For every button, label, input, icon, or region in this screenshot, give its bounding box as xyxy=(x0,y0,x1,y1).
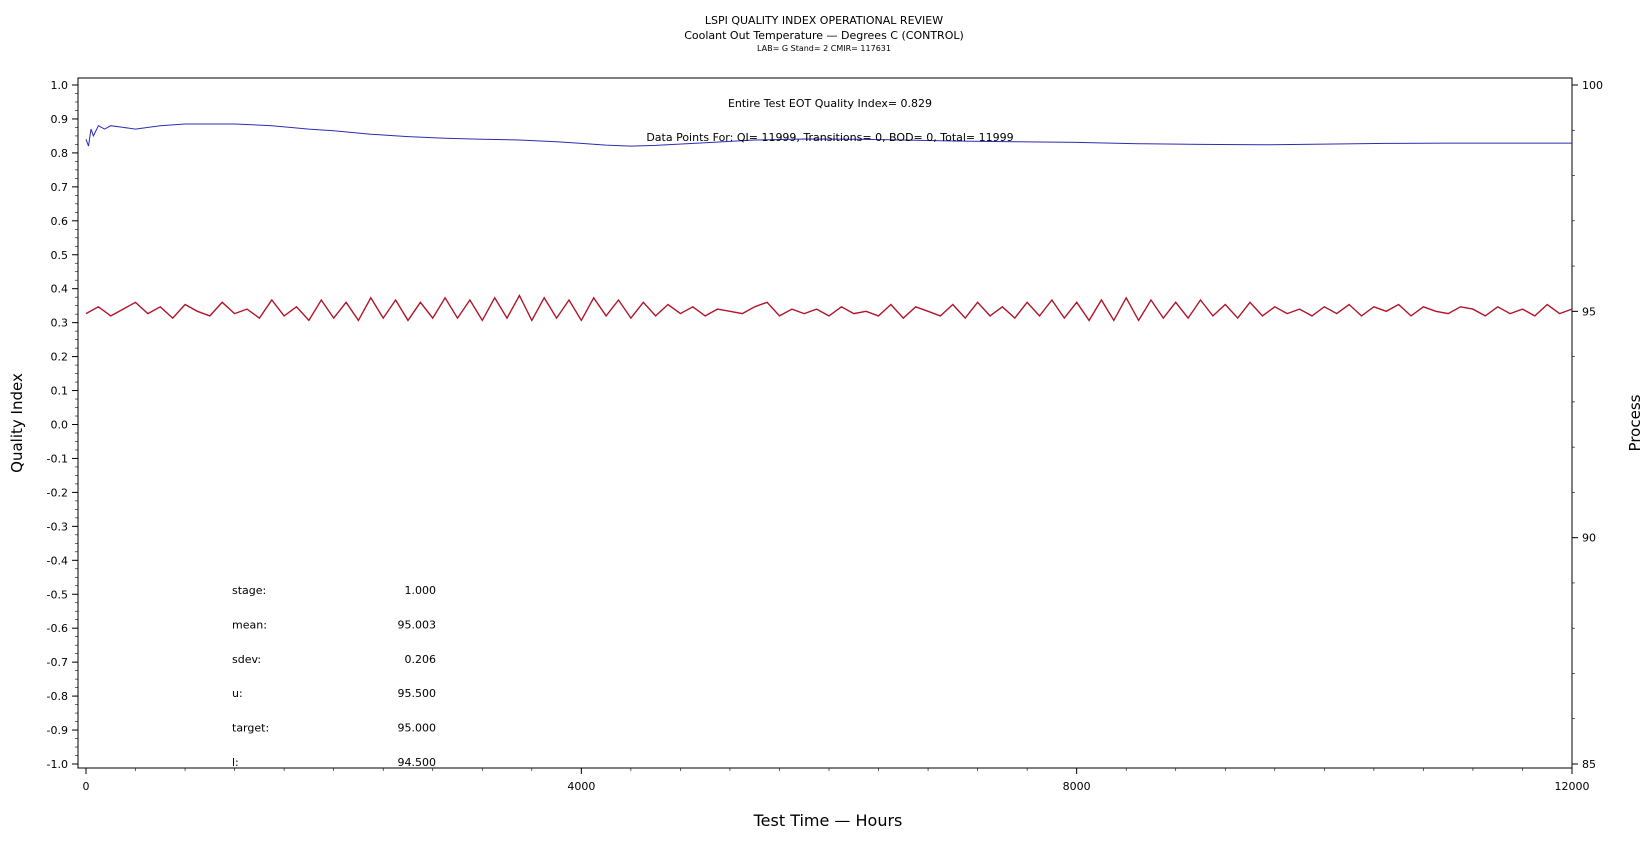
y-tick-label: -0.9 xyxy=(47,724,68,737)
x-axis-label: Test Time — Hours xyxy=(753,811,903,830)
y-tick-label: 0.4 xyxy=(51,283,69,296)
stat-value: 94.500 xyxy=(398,756,437,769)
y2-tick-label: 85 xyxy=(1582,758,1596,771)
y2-axis-label: Process xyxy=(1626,394,1644,451)
stat-label: u: xyxy=(232,687,243,700)
stat-label: stage: xyxy=(232,584,266,597)
plot-frame xyxy=(77,77,1573,769)
y-tick-label: 0.3 xyxy=(51,317,69,330)
y-tick-label: -0.5 xyxy=(47,588,68,601)
stat-value: 1.000 xyxy=(405,584,437,597)
y-tick-label: 0.2 xyxy=(51,351,69,364)
stat-label: l: xyxy=(232,756,239,769)
y-tick-label: -0.3 xyxy=(47,520,68,533)
stat-label: sdev: xyxy=(232,653,261,666)
y-tick-label: -1.0 xyxy=(47,758,68,771)
y-tick-label: 0.6 xyxy=(51,215,69,228)
x-tick-label: 12000 xyxy=(1555,780,1590,793)
x-tick-label: 0 xyxy=(83,780,90,793)
y-tick-label: 0.0 xyxy=(51,419,69,432)
y-tick-label: 0.5 xyxy=(51,249,69,262)
y-tick-label: -0.8 xyxy=(47,690,68,703)
data-points-note: Data Points For: QI= 11999, Transitions=… xyxy=(646,131,1013,144)
stat-value: 0.206 xyxy=(405,653,437,666)
eot-quality-index-note: Entire Test EOT Quality Index= 0.829 xyxy=(728,97,932,110)
y-tick-label: -0.4 xyxy=(47,554,68,567)
y-tick-label: 0.7 xyxy=(51,181,69,194)
y-axis-label: Quality Index xyxy=(8,373,26,473)
y2-tick-label: 95 xyxy=(1582,305,1596,318)
y-tick-label: 0.1 xyxy=(51,385,69,398)
y2-tick-label: 100 xyxy=(1582,79,1603,92)
chart-title: LSPI QUALITY INDEX OPERATIONAL REVIEW xyxy=(704,14,944,27)
y-tick-label: -0.7 xyxy=(47,656,68,669)
chart-lab-line: LAB= G Stand= 2 CMIR= 117631 xyxy=(757,44,891,53)
chart-subtitle: Coolant Out Temperature — Degrees C (CON… xyxy=(684,29,964,42)
series-line-2 xyxy=(85,293,1573,322)
stat-value: 95.500 xyxy=(398,687,437,700)
stat-value: 95.000 xyxy=(398,722,437,735)
y-tick-label: 1.0 xyxy=(51,79,69,92)
y-tick-label: -0.6 xyxy=(47,622,68,635)
y-tick-label: -0.2 xyxy=(47,486,68,499)
y-tick-label: 0.9 xyxy=(51,113,69,126)
y-tick-label: -0.1 xyxy=(47,452,68,465)
series-line-1 xyxy=(85,123,1572,147)
x-tick-label: 4000 xyxy=(567,780,595,793)
stat-value: 95.003 xyxy=(398,618,437,631)
y2-tick-label: 90 xyxy=(1582,532,1596,545)
y-tick-label: 0.8 xyxy=(51,147,69,160)
stat-label: target: xyxy=(232,722,269,735)
x-tick-label: 8000 xyxy=(1063,780,1091,793)
stat-label: mean: xyxy=(232,618,267,631)
